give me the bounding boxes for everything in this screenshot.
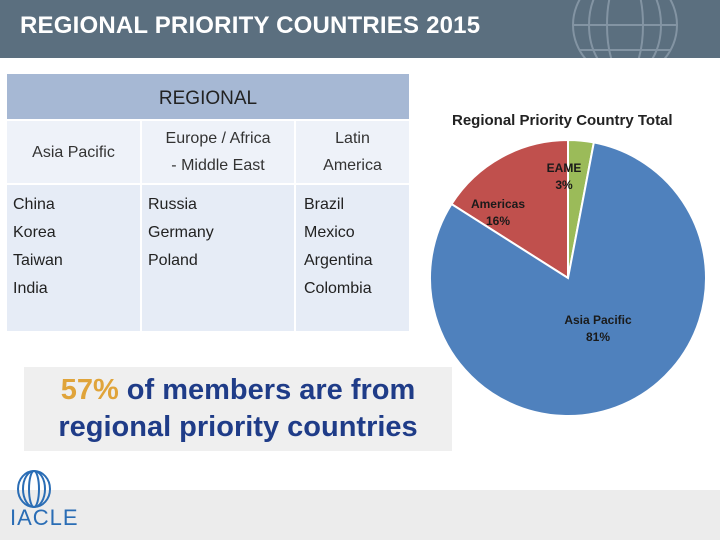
list-item: Korea [13, 224, 56, 241]
pie-chart: Asia Pacific 81% Americas 16% EAME 3% [430, 140, 707, 417]
globe-watermark-icon [572, 0, 678, 58]
list-item: Russia [148, 196, 197, 213]
callout-text-line2: regional priority countries [58, 411, 418, 443]
list-item: Germany [148, 224, 214, 241]
members-callout: 57% of members are from regional priorit… [24, 367, 452, 451]
pie-slice-americas [450, 140, 569, 280]
members-percentage: 57% [60, 374, 119, 406]
list-item: Mexico [304, 224, 355, 241]
column-title: Asia Pacific [32, 143, 115, 161]
column-title-line: Europe / Africa [165, 130, 271, 147]
list-item: Argentina [304, 252, 373, 269]
slice-value-eame: 3% [555, 178, 573, 192]
list-item: Taiwan [13, 252, 63, 269]
list-item: Brazil [304, 196, 345, 213]
slice-value-asia-pacific: 81% [586, 330, 610, 344]
column-header-latin-america: Latin America [294, 121, 409, 183]
list-item: India [13, 280, 48, 297]
list-item: China [13, 196, 55, 213]
table-body-row: China Korea Taiwan India Russia Germany … [7, 185, 409, 331]
latin-america-country-list: Brazil Mexico Argentina Colombia [294, 185, 409, 331]
slice-label-asia-pacific: Asia Pacific [564, 313, 632, 327]
list-item: Poland [148, 252, 198, 269]
pie-slice-asia-pacific [430, 141, 707, 417]
table-header-row: Asia Pacific Europe / Africa - Middle Ea… [7, 121, 409, 183]
regional-table: REGIONAL Asia Pacific Europe / Africa - … [7, 74, 409, 331]
slice-label-americas: Americas [471, 197, 525, 211]
page-title: REGIONAL PRIORITY COUNTRIES 2015 [20, 12, 481, 39]
list-item: Colombia [304, 280, 372, 297]
slice-label-eame: EAME [547, 161, 582, 175]
column-header-asia-pacific: Asia Pacific [7, 121, 140, 183]
iacle-logo-text: IACLE [10, 505, 79, 530]
table-heading: REGIONAL [7, 74, 409, 119]
column-title-line: America [323, 157, 382, 174]
iacle-globe-logo-icon [17, 470, 51, 508]
column-header-europe-africa-middle-east: Europe / Africa - Middle East [140, 121, 294, 183]
asia-pacific-country-list: China Korea Taiwan India [7, 185, 140, 331]
header-bar: REGIONAL PRIORITY COUNTRIES 2015 [0, 0, 720, 58]
column-title-line: - Middle East [171, 157, 265, 174]
slice-value-americas: 16% [486, 214, 510, 228]
chart-title: Regional Priority Country Total [452, 112, 673, 129]
column-title-line: Latin [335, 130, 370, 147]
footer-bar [0, 490, 720, 540]
eame-country-list: Russia Germany Poland [140, 185, 294, 331]
callout-text: of members are from [118, 374, 416, 406]
